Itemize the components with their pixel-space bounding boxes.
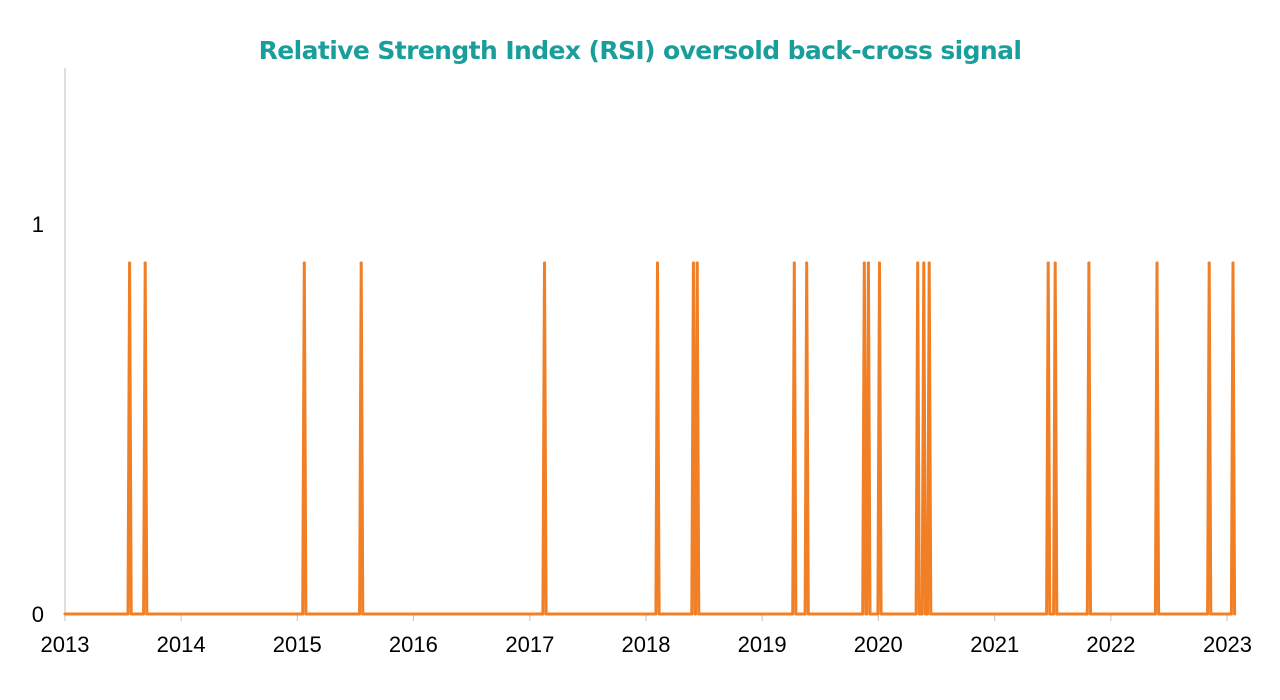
signal-point xyxy=(862,261,866,265)
signal-point xyxy=(691,261,695,265)
y-tick-label: 1 xyxy=(32,212,44,237)
x-tick-label: 2022 xyxy=(1086,632,1135,657)
x-tick-label: 2020 xyxy=(854,632,903,657)
chart-title: Relative Strength Index (RSI) oversold b… xyxy=(258,36,1022,65)
x-tick-label: 2013 xyxy=(41,632,90,657)
y-tick-label: 0 xyxy=(32,602,44,627)
x-tick-label: 2017 xyxy=(505,632,554,657)
x-tick-label: 2019 xyxy=(738,632,787,657)
signal-point xyxy=(695,261,699,265)
signal-point xyxy=(1053,261,1057,265)
signal-point xyxy=(922,261,926,265)
x-tick-label: 2023 xyxy=(1203,632,1252,657)
signal-point xyxy=(359,261,363,265)
signal-point xyxy=(128,261,132,265)
signal-point xyxy=(543,261,546,265)
signal-point xyxy=(1087,261,1091,265)
x-tick-label: 2015 xyxy=(273,632,322,657)
signal-point xyxy=(805,261,809,265)
signal-point xyxy=(878,261,881,265)
signal-point xyxy=(916,261,920,265)
series-line xyxy=(63,261,1237,616)
x-tick-label: 2021 xyxy=(970,632,1019,657)
signal-point xyxy=(792,261,796,265)
x-tick-label: 2018 xyxy=(622,632,671,657)
signal-point xyxy=(1046,261,1050,265)
signal-point xyxy=(1207,261,1211,265)
signal-point xyxy=(656,261,659,265)
signal-point xyxy=(302,261,306,265)
signal-point xyxy=(1231,261,1235,265)
signal-point xyxy=(1155,261,1159,265)
x-tick-label: 2014 xyxy=(157,632,206,657)
signal-point xyxy=(927,261,931,265)
signal-point xyxy=(143,261,147,265)
x-tick-label: 2016 xyxy=(389,632,438,657)
signal-point xyxy=(866,261,870,265)
